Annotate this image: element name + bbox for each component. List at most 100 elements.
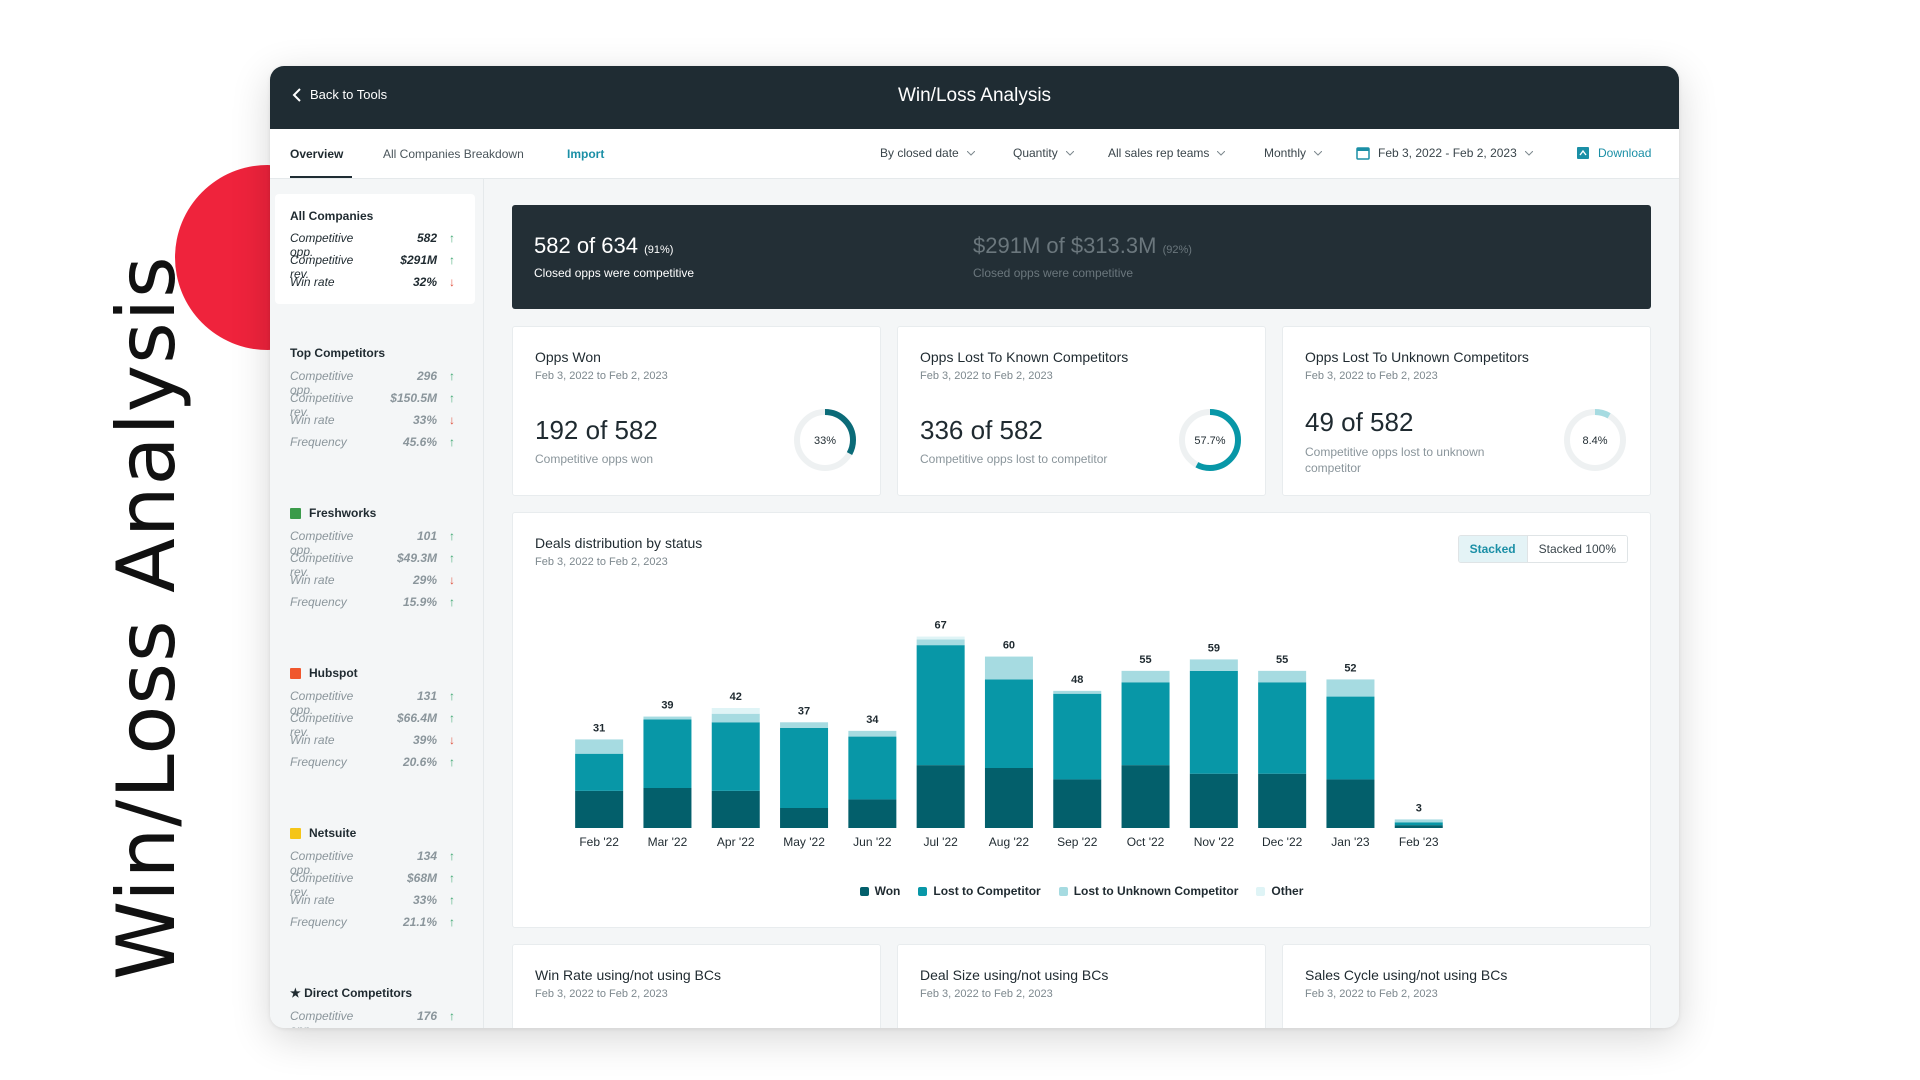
bar-segment[interactable] xyxy=(711,713,760,723)
date-basis-dropdown[interactable]: By closed date xyxy=(880,146,975,160)
bar-segment[interactable] xyxy=(916,645,965,766)
freshworks-swatch xyxy=(290,507,301,519)
bar-segment[interactable] xyxy=(1121,765,1170,828)
kpi-caption: Competitive opps won xyxy=(535,452,654,466)
side-title: Win/Loss Analysis xyxy=(100,255,193,980)
stat-label: Competitive rev. xyxy=(290,551,354,579)
stat-label: Frequency xyxy=(290,755,347,769)
bar-segment[interactable] xyxy=(1394,819,1443,823)
banner-revenue-caption: Closed opps were competitive xyxy=(973,266,1134,280)
bar-segment[interactable] xyxy=(1258,682,1307,774)
legend-swatch xyxy=(918,886,928,896)
bar-segment[interactable] xyxy=(848,799,897,828)
bar-segment[interactable] xyxy=(984,768,1033,828)
stat-value: 134 xyxy=(416,849,437,863)
legend-item[interactable]: Won xyxy=(859,884,900,898)
period-value: Monthly xyxy=(1264,146,1307,160)
bar-segment[interactable] xyxy=(1189,773,1238,828)
bar-segment[interactable] xyxy=(1258,773,1307,828)
legend-item[interactable]: Lost to Competitor xyxy=(918,884,1041,898)
tab-overview[interactable]: Overview xyxy=(290,147,344,161)
bar-segment[interactable] xyxy=(984,679,1033,768)
legend-item[interactable]: Other xyxy=(1256,884,1303,898)
arrow-up-icon: ↑ xyxy=(449,711,455,725)
netsuite-title[interactable]: Netsuite xyxy=(290,826,356,840)
donut-arc xyxy=(1179,409,1241,471)
bar-segment[interactable] xyxy=(1189,659,1238,671)
bar-segment[interactable] xyxy=(1326,696,1375,780)
stacked-100-option[interactable]: Stacked 100% xyxy=(1527,536,1627,562)
direct-competitors-title[interactable]: ★ Direct Competitors xyxy=(290,986,413,1000)
bar-segment[interactable] xyxy=(711,790,760,828)
bar-segment[interactable] xyxy=(916,636,965,640)
bar-segment[interactable] xyxy=(780,728,829,808)
stat-row: Competitive opp. 134 ↑ xyxy=(290,849,455,877)
bar-segment[interactable] xyxy=(643,716,692,720)
bar-total-label: 55 xyxy=(1139,654,1151,666)
bar-segment[interactable] xyxy=(643,719,692,788)
bar-segment[interactable] xyxy=(984,656,1033,680)
chevron-down-icon xyxy=(966,150,975,156)
bar-segment[interactable] xyxy=(643,788,692,828)
hubspot-title[interactable]: Hubspot xyxy=(290,666,358,680)
bar-segment[interactable] xyxy=(780,808,829,828)
bar-segment[interactable] xyxy=(916,639,965,646)
bar-segment[interactable] xyxy=(1394,822,1443,826)
card-title: Opps Won xyxy=(535,349,601,365)
stat-row: Win rate 33% ↓ xyxy=(290,413,455,427)
bar-segment[interactable] xyxy=(1326,679,1375,697)
bar-segment[interactable] xyxy=(1121,670,1170,683)
stat-row: Competitive opp. 176 ↑ xyxy=(290,1009,455,1028)
stat-label: Win rate xyxy=(290,893,335,907)
bar-segment[interactable] xyxy=(575,790,624,828)
freshworks-title[interactable]: Freshworks xyxy=(290,506,376,520)
tab-import[interactable]: Import xyxy=(567,147,605,161)
bar-segment[interactable] xyxy=(848,730,897,737)
tab-all-companies-breakdown[interactable]: All Companies Breakdown xyxy=(383,147,524,161)
bar-segment[interactable] xyxy=(1121,682,1170,766)
stat-label: Frequency xyxy=(290,435,347,449)
card-title: Sales Cycle using/not using BCs xyxy=(1305,967,1508,983)
all-companies-card[interactable] xyxy=(275,194,475,304)
stat-label: Win rate xyxy=(290,733,335,747)
bar-segment[interactable] xyxy=(1394,825,1443,828)
stat-row: Frequency 15.9% ↑ xyxy=(290,595,455,609)
bar-segment[interactable] xyxy=(1189,670,1238,774)
kpi-value: 336 of 582 xyxy=(920,415,1043,445)
donut-arc xyxy=(794,409,856,471)
bar-segment[interactable] xyxy=(1053,693,1102,780)
bar-segment[interactable] xyxy=(848,736,897,800)
legend-item[interactable]: Lost to Unknown Competitor xyxy=(1058,884,1238,898)
period-dropdown[interactable]: Monthly xyxy=(1264,146,1323,160)
bar-segment[interactable] xyxy=(916,765,965,828)
arrow-up-icon: ↑ xyxy=(449,595,455,609)
bar-segment[interactable] xyxy=(575,739,624,754)
download-button[interactable]: Download xyxy=(1576,146,1651,160)
bar-segment[interactable] xyxy=(1053,779,1102,828)
stat-row: Frequency 45.6% ↑ xyxy=(290,435,455,449)
bar-segment[interactable] xyxy=(711,708,760,714)
bar-segment[interactable] xyxy=(711,722,760,791)
legend-swatch xyxy=(1058,886,1068,896)
x-tick-label: Oct '22 xyxy=(1127,835,1165,849)
stacked-option[interactable]: Stacked xyxy=(1458,536,1528,562)
stat-row: Competitive rev. $150.5M ↑ xyxy=(290,391,455,419)
back-to-tools-link[interactable]: Back to Tools xyxy=(292,87,387,102)
date-range-picker[interactable]: Feb 3, 2022 - Feb 2, 2023 xyxy=(1356,146,1533,160)
summary-banner: 582 of 634 (91%) Closed opps were compet… xyxy=(512,205,1651,309)
back-label: Back to Tools xyxy=(310,87,388,102)
bar-segment[interactable] xyxy=(1326,779,1375,828)
sales-cycle-bc-card: Sales Cycle using/not using BCs Feb 3, 2… xyxy=(1282,944,1651,1028)
metric-dropdown[interactable]: Quantity xyxy=(1013,146,1074,160)
bar-total-label: 42 xyxy=(730,691,742,703)
bar-segment[interactable] xyxy=(575,753,624,791)
companies-sidebar: All Companies Competitive opp. 582 ↑ Compe… xyxy=(270,179,484,1028)
bar-segment[interactable] xyxy=(1053,690,1102,694)
stat-row: Win rate 39% ↓ xyxy=(290,733,455,747)
kpi-card-lost-known: Opps Lost To Known Competitors Feb 3, 20… xyxy=(897,326,1266,496)
top-competitors-title[interactable]: Top Competitors xyxy=(290,346,386,360)
bar-segment[interactable] xyxy=(1258,670,1307,683)
bar-segment[interactable] xyxy=(780,722,829,728)
card-date: Feb 3, 2022 to Feb 2, 2023 xyxy=(920,988,1053,1000)
teams-dropdown[interactable]: All sales rep teams xyxy=(1108,146,1226,160)
